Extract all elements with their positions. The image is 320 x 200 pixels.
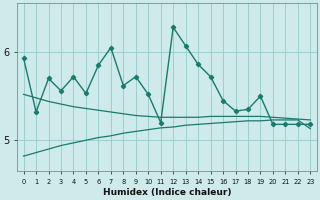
X-axis label: Humidex (Indice chaleur): Humidex (Indice chaleur) xyxy=(103,188,231,197)
